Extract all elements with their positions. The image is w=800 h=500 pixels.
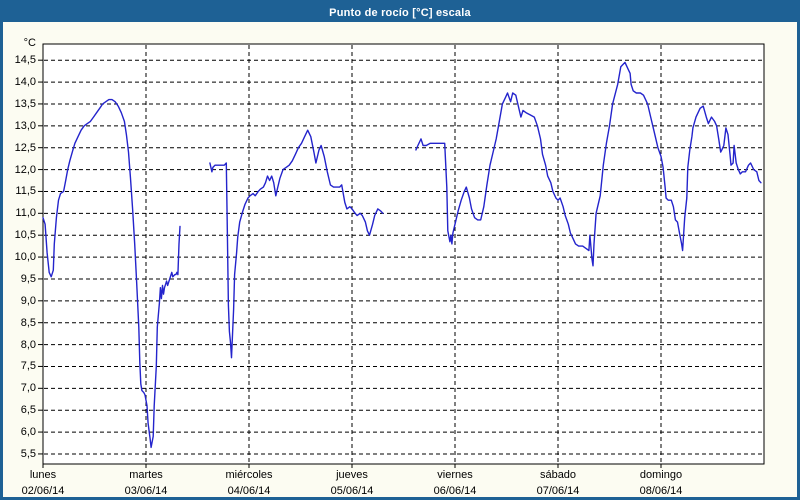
y-tick-label: 10,5 [14,229,36,242]
x-tick-day-label: jueves [336,469,368,481]
x-tick-date-label: 03/06/14 [124,485,168,497]
x-tick-date-label: 02/06/14 [21,485,65,497]
dewpoint-line-chart [38,43,765,468]
y-tick-label: 7,5 [20,360,36,373]
x-tick-day-label: sábado [539,469,577,481]
y-tick-label: 13,0 [14,119,36,132]
x-tick-day-label: miércoles [225,469,273,481]
y-tick-label: 9,5 [20,272,36,285]
x-tick-day-label: martes [129,469,163,481]
dewpoint-line [415,61,762,267]
y-tick-label: 14,5 [14,54,36,67]
y-tick-label: 10,0 [14,251,36,264]
y-tick-label: 9,0 [20,294,36,307]
y-tick-label: 8,0 [20,338,36,351]
y-tick-label: 6,5 [20,404,36,417]
y-tick-label: 7,0 [20,382,36,395]
dewpoint-line [209,129,384,359]
y-axis-unit-label: °C [23,37,36,49]
y-tick-label: 11,5 [15,185,36,198]
x-tick-day-label: viernes [437,469,473,481]
x-tick-date-label: 07/06/14 [536,485,580,497]
y-tick-label: 13,5 [14,97,36,110]
x-tick-date-label: 08/06/14 [639,485,683,497]
x-tick-day-label: domingo [639,469,683,481]
y-tick-label: 14,0 [14,76,36,89]
y-tick-label: 12,0 [14,163,36,176]
page-title: Punto de rocío [°C] escala [329,6,471,19]
y-tick-label: 12,5 [14,141,36,154]
dewpoint-line [42,98,181,449]
x-tick-date-label: 06/06/14 [433,485,477,497]
x-tick-date-label: 04/06/14 [227,485,271,497]
y-tick-label: 11,0 [15,207,36,220]
chart-area: °C 14,5 14,0 13,5 13,0 12,5 12,0 11,5 11,0 10,5 1… [3,3,797,497]
y-tick-label: 5,5 [20,447,36,460]
title-bar: Punto de rocío [°C] escala [3,3,797,22]
x-tick-date-label: 05/06/14 [330,485,374,497]
y-tick-label: 8,5 [20,316,36,329]
plot-area [42,43,765,465]
y-tick-label: 6,0 [20,426,36,439]
x-tick-day-label: lunes [29,469,57,481]
